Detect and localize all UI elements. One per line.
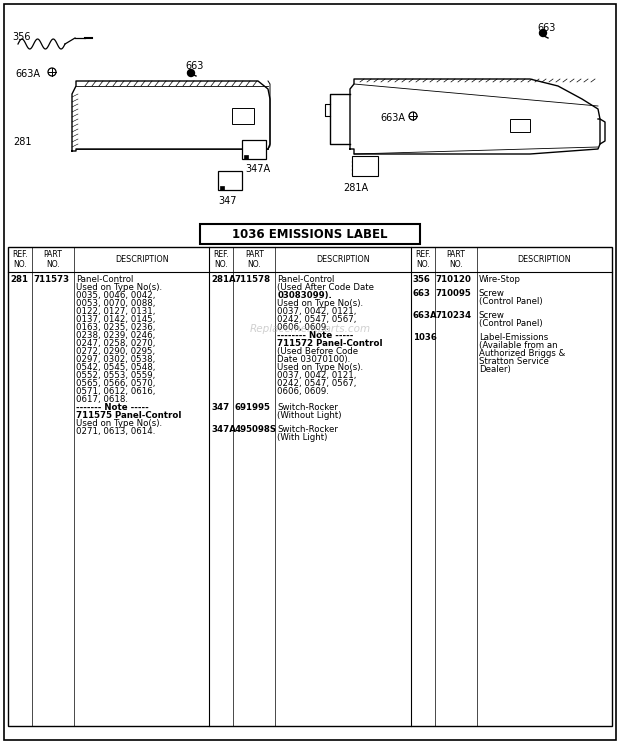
Text: 0035, 0046, 0042,: 0035, 0046, 0042, xyxy=(76,291,156,300)
Bar xyxy=(218,171,242,190)
Bar xyxy=(242,140,266,159)
Text: -------- Note -----: -------- Note ----- xyxy=(277,331,353,340)
Text: Switch-Rocker: Switch-Rocker xyxy=(277,403,338,412)
Text: Switch-Rocker: Switch-Rocker xyxy=(277,425,338,434)
Text: 03083099).: 03083099). xyxy=(277,291,332,300)
Text: DESCRIPTION: DESCRIPTION xyxy=(518,255,571,264)
Text: 0565, 0566, 0570,: 0565, 0566, 0570, xyxy=(76,379,156,388)
Text: (Used Before Code: (Used Before Code xyxy=(277,347,358,356)
Text: (Used After Code Date: (Used After Code Date xyxy=(277,283,374,292)
Text: 1036: 1036 xyxy=(413,333,436,342)
Text: 356: 356 xyxy=(12,32,30,42)
Text: (With Light): (With Light) xyxy=(277,433,328,442)
Text: 0571, 0612, 0616,: 0571, 0612, 0616, xyxy=(76,387,156,396)
Text: 663A: 663A xyxy=(413,311,437,320)
Text: Used on Type No(s).: Used on Type No(s). xyxy=(277,363,363,372)
Text: Stratton Service: Stratton Service xyxy=(479,357,549,366)
Text: 691995: 691995 xyxy=(234,403,270,412)
Text: 347A: 347A xyxy=(211,425,236,434)
Text: Date 03070100).: Date 03070100). xyxy=(277,355,350,364)
Text: Panel-Control: Panel-Control xyxy=(76,275,133,284)
Text: 281: 281 xyxy=(10,275,28,284)
Text: 663: 663 xyxy=(185,61,203,71)
Text: 0606, 0609.: 0606, 0609. xyxy=(277,387,329,396)
Text: 0242, 0547, 0567,: 0242, 0547, 0567, xyxy=(277,315,356,324)
Text: 0606, 0609.: 0606, 0609. xyxy=(277,323,329,332)
Text: 0242, 0547, 0567,: 0242, 0547, 0567, xyxy=(277,379,356,388)
Text: 710120: 710120 xyxy=(436,275,472,284)
Bar xyxy=(244,155,248,159)
Text: 0122, 0127, 0131,: 0122, 0127, 0131, xyxy=(76,307,156,316)
Text: 0552, 0553, 0559,: 0552, 0553, 0559, xyxy=(76,371,155,380)
Text: 663A: 663A xyxy=(15,69,40,79)
Text: DESCRIPTION: DESCRIPTION xyxy=(115,255,169,264)
Text: 281A: 281A xyxy=(211,275,236,284)
Text: 710234: 710234 xyxy=(436,311,472,320)
Text: 0053, 0070, 0088,: 0053, 0070, 0088, xyxy=(76,299,156,308)
Text: Label-Emissions: Label-Emissions xyxy=(479,333,548,342)
Text: 0037, 0042, 0121,: 0037, 0042, 0121, xyxy=(277,307,356,316)
Text: (Without Light): (Without Light) xyxy=(277,411,342,420)
Bar xyxy=(200,224,420,244)
Text: 0247, 0258, 0270,: 0247, 0258, 0270, xyxy=(76,339,156,348)
Text: Authorized Briggs &: Authorized Briggs & xyxy=(479,349,565,358)
Text: 0037, 0042, 0121,: 0037, 0042, 0121, xyxy=(277,371,356,380)
Text: 0271, 0613, 0614.: 0271, 0613, 0614. xyxy=(76,427,156,436)
Text: 0163, 0235, 0236,: 0163, 0235, 0236, xyxy=(76,323,156,332)
Text: 0542, 0545, 0548,: 0542, 0545, 0548, xyxy=(76,363,156,372)
Text: Replacementparts.com: Replacementparts.com xyxy=(249,324,371,334)
Text: 711575 Panel-Control: 711575 Panel-Control xyxy=(76,411,182,420)
Text: 356: 356 xyxy=(413,275,430,284)
Text: Screw: Screw xyxy=(479,289,505,298)
Text: (Control Panel): (Control Panel) xyxy=(479,297,542,306)
Text: 495098S: 495098S xyxy=(234,425,277,434)
Text: Used on Type No(s).: Used on Type No(s). xyxy=(76,283,162,292)
Text: REF.
NO.: REF. NO. xyxy=(12,250,28,269)
Text: 0617, 0618.: 0617, 0618. xyxy=(76,395,128,404)
Text: 0238, 0239, 0246,: 0238, 0239, 0246, xyxy=(76,331,155,340)
Text: 1036 EMISSIONS LABEL: 1036 EMISSIONS LABEL xyxy=(232,228,388,240)
Text: 347: 347 xyxy=(218,196,236,206)
Text: 711578: 711578 xyxy=(234,275,270,284)
Text: REF.
NO.: REF. NO. xyxy=(213,250,229,269)
Text: 0137, 0142, 0145,: 0137, 0142, 0145, xyxy=(76,315,156,324)
Bar xyxy=(510,119,530,132)
Circle shape xyxy=(187,69,195,77)
Text: PART
NO.: PART NO. xyxy=(43,250,63,269)
Bar xyxy=(220,186,224,190)
Circle shape xyxy=(539,30,546,36)
Text: Wire-Stop: Wire-Stop xyxy=(479,275,521,284)
Text: 347: 347 xyxy=(211,403,229,412)
Bar xyxy=(8,247,612,726)
Text: 663A: 663A xyxy=(380,113,405,123)
Text: Dealer): Dealer) xyxy=(479,365,510,374)
Text: Used on Type No(s).: Used on Type No(s). xyxy=(76,419,162,428)
Text: 711572 Panel-Control: 711572 Panel-Control xyxy=(277,339,383,348)
Text: PART
NO.: PART NO. xyxy=(446,250,465,269)
Text: REF.
NO.: REF. NO. xyxy=(415,250,430,269)
Text: 347A: 347A xyxy=(245,164,270,174)
Text: 0297, 0302, 0538,: 0297, 0302, 0538, xyxy=(76,355,155,364)
Text: (Control Panel): (Control Panel) xyxy=(479,319,542,328)
Text: Used on Type No(s).: Used on Type No(s). xyxy=(277,299,363,308)
Text: ------- Note -----: ------- Note ----- xyxy=(76,403,149,412)
Bar xyxy=(232,108,254,124)
Text: 710095: 710095 xyxy=(436,289,471,298)
Text: 711573: 711573 xyxy=(33,275,69,284)
Text: Screw: Screw xyxy=(479,311,505,320)
Text: 663: 663 xyxy=(413,289,431,298)
Text: 281A: 281A xyxy=(343,183,368,193)
Text: (Available from an: (Available from an xyxy=(479,341,557,350)
Text: 0272, 0290, 0295,: 0272, 0290, 0295, xyxy=(76,347,155,356)
Text: 663: 663 xyxy=(537,23,556,33)
Text: PART
NO.: PART NO. xyxy=(245,250,264,269)
Text: 281: 281 xyxy=(13,137,32,147)
Bar xyxy=(352,156,378,176)
Text: DESCRIPTION: DESCRIPTION xyxy=(316,255,370,264)
Text: Panel-Control: Panel-Control xyxy=(277,275,335,284)
